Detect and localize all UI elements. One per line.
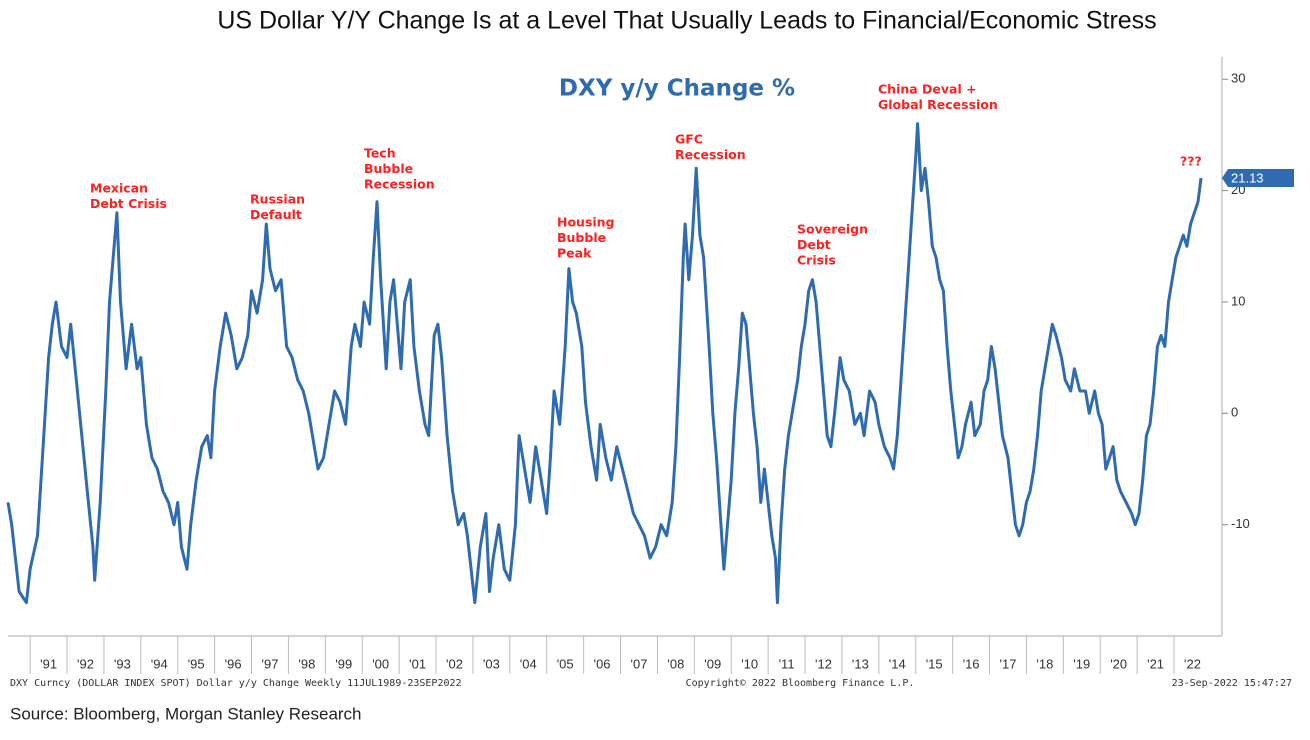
x-tick-label: '12 bbox=[815, 656, 832, 671]
x-tick-label: '04 bbox=[520, 656, 537, 671]
annotation: GFC bbox=[675, 132, 703, 147]
x-tick-label: '07 bbox=[631, 656, 648, 671]
current-label: 21.13 bbox=[1231, 170, 1264, 185]
x-tick-label: '19 bbox=[1073, 656, 1090, 671]
annotation: Bubble bbox=[557, 230, 606, 245]
annotation: Debt Crisis bbox=[90, 196, 167, 211]
annotation: ??? bbox=[1180, 154, 1202, 169]
x-tick-label: '09 bbox=[704, 656, 721, 671]
chart-subtitle: DXY y/y Change % bbox=[559, 76, 795, 102]
source: Source: Bloomberg, Morgan Stanley Resear… bbox=[10, 704, 362, 723]
x-tick-label: '10 bbox=[741, 656, 758, 671]
annotation: Sovereign bbox=[797, 222, 868, 237]
annotation: Debt bbox=[797, 237, 831, 252]
annotation: Bubble bbox=[364, 161, 413, 176]
x-tick-label: '92 bbox=[77, 656, 94, 671]
annotation: China Deval + bbox=[878, 82, 977, 97]
x-tick-label: '91 bbox=[40, 656, 57, 671]
x-tick-label: '15 bbox=[926, 656, 943, 671]
y-tick-label: -10 bbox=[1231, 516, 1250, 531]
x-tick-label: '22 bbox=[1184, 656, 1201, 671]
x-tick-label: '03 bbox=[483, 656, 500, 671]
x-tick-label: '93 bbox=[114, 656, 131, 671]
x-tick-label: '06 bbox=[594, 656, 611, 671]
x-tick-label: '18 bbox=[1036, 656, 1053, 671]
annotation: Tech bbox=[364, 146, 396, 161]
x-tick-label: '11 bbox=[779, 656, 795, 671]
current-tag bbox=[1222, 169, 1294, 188]
annotation: Peak bbox=[557, 246, 592, 261]
footer-right: 23-Sep-2022 15:47:27 bbox=[1172, 678, 1292, 689]
x-tick-label: '00 bbox=[372, 656, 389, 671]
x-tick-label: '96 bbox=[225, 656, 242, 671]
annotation: Default bbox=[250, 207, 302, 222]
footer-left: DXY Curncy (DOLLAR INDEX SPOT) Dollar y/… bbox=[10, 678, 462, 689]
footer-center: Copyright© 2022 Bloomberg Finance L.P. bbox=[686, 678, 915, 689]
data-line bbox=[6, 122, 1203, 605]
x-tick-label: '20 bbox=[1110, 656, 1127, 671]
x-tick-label: '13 bbox=[852, 656, 869, 671]
x-tick-label: '97 bbox=[262, 656, 279, 671]
y-tick-label: 0 bbox=[1231, 405, 1238, 420]
x-tick-label: '17 bbox=[1000, 656, 1017, 671]
annotation: Russian bbox=[250, 192, 305, 207]
x-tick-label: '16 bbox=[963, 656, 980, 671]
annotation: Global Recession bbox=[878, 97, 998, 112]
annotation: Housing bbox=[557, 215, 615, 230]
annotation: Recession bbox=[364, 177, 435, 192]
chart-title: US Dollar Y/Y Change Is at a Level That … bbox=[217, 7, 1156, 35]
x-tick-label: '99 bbox=[335, 656, 352, 671]
x-tick-label: '98 bbox=[298, 656, 315, 671]
x-tick-label: '08 bbox=[667, 656, 684, 671]
x-tick-label: '01 bbox=[409, 656, 426, 671]
y-tick-label: 30 bbox=[1231, 71, 1245, 86]
x-tick-label: '95 bbox=[188, 656, 205, 671]
x-tick-label: '21 bbox=[1147, 656, 1164, 671]
annotation: Mexican bbox=[90, 181, 148, 196]
x-tick-label: '05 bbox=[557, 656, 574, 671]
x-tick-label: '94 bbox=[151, 656, 168, 671]
y-tick-label: 10 bbox=[1231, 293, 1245, 308]
x-tick-label: '02 bbox=[446, 656, 463, 671]
annotation: Recession bbox=[675, 147, 746, 162]
x-tick-label: '14 bbox=[889, 656, 906, 671]
annotation: Crisis bbox=[797, 253, 836, 268]
